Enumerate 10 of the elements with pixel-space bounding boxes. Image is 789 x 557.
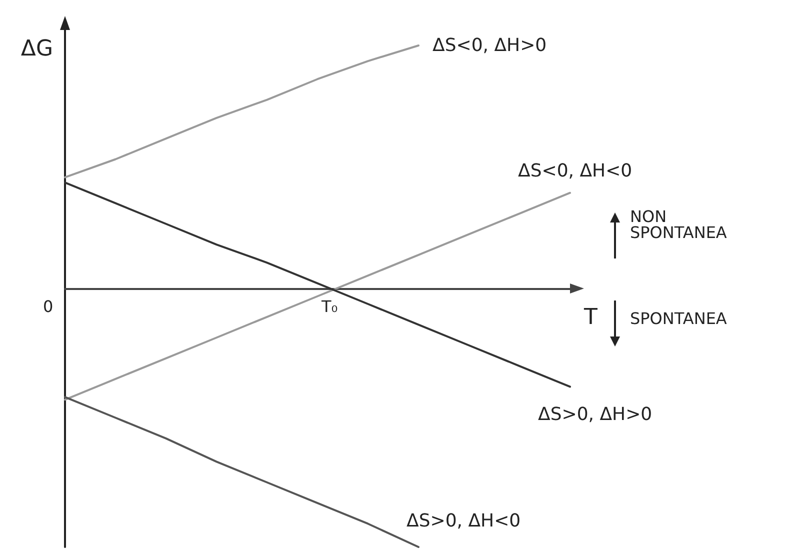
annotation: T₀ <box>320 297 338 316</box>
series-label: ΔS<0, ΔH>0 <box>432 35 547 56</box>
text: 0 <box>43 297 54 316</box>
series-label: ΔS<0, ΔH<0 <box>518 160 632 182</box>
series-label: ΔS>0, ΔH<0 <box>406 510 521 532</box>
text: SPONTANEA <box>630 309 727 328</box>
y-axis-title: ΔG <box>20 36 53 62</box>
series-label: ΔS>0, ΔH>0 <box>538 404 652 426</box>
x-axis-title: T <box>583 305 598 330</box>
text: NON SPONTANEA <box>630 207 727 242</box>
